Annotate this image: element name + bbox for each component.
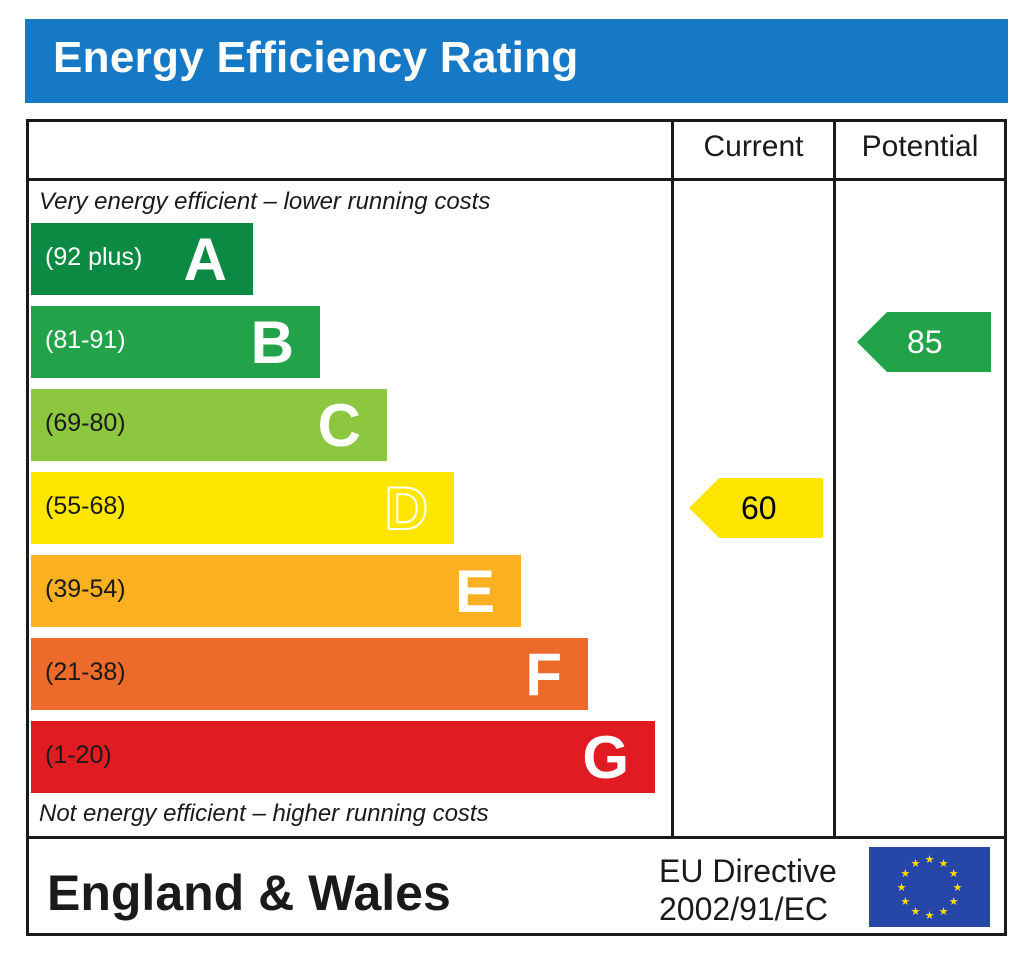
band-a: (92 plus) A: [31, 223, 253, 295]
region-label: England & Wales: [47, 865, 451, 921]
band-range-label: (69-80): [45, 409, 126, 437]
rating-header: Energy Efficiency Rating: [25, 19, 1008, 103]
current-arrow-shape: [689, 478, 823, 538]
eu-star-icon: ★: [925, 854, 935, 866]
eu-directive: EU Directive 2002/91/EC: [659, 852, 837, 928]
eu-star-icon: ★: [949, 868, 959, 880]
inefficient-note: Not energy efficient – higher running co…: [39, 800, 489, 827]
eu-star-icon: ★: [939, 906, 949, 918]
band-letter-label: G: [582, 724, 629, 791]
eu-star-icon: ★: [939, 858, 949, 870]
band-range-label: (21-38): [45, 658, 126, 686]
band-range-label: (1-20): [45, 741, 112, 769]
eu-star-icon: ★: [953, 882, 963, 894]
rating-chart: Current Potential Very energy efficient …: [26, 119, 1007, 936]
eu-stars-icon: ★ ★★★★★★★★★★★: [897, 854, 963, 922]
band-range-label: (81-91): [45, 326, 126, 354]
eu-directive-line2: 2002/91/EC: [659, 891, 829, 927]
band-letter-label: D: [384, 474, 429, 543]
eu-star-icon: ★: [925, 910, 935, 922]
band-c: (69-80) C: [31, 389, 387, 461]
band-f: (21-38) F: [31, 638, 588, 710]
eu-directive-line1: EU Directive: [659, 853, 837, 889]
band-range-label: (55-68): [45, 492, 126, 520]
eu-star-icon: ★: [911, 906, 921, 918]
eu-star-icon: ★: [900, 868, 910, 880]
band-letter-label: B: [250, 309, 294, 376]
band-b: (81-91) B: [31, 306, 320, 378]
potential-rating-arrow: 85: [857, 312, 991, 372]
divider-potential: [833, 122, 836, 836]
band-letter-label: A: [183, 226, 227, 293]
efficient-note: Very energy efficient – lower running co…: [39, 188, 491, 215]
band-d: (55-68) D: [31, 472, 454, 544]
page-title: Energy Efficiency Rating: [53, 33, 579, 82]
eu-star-icon: ★: [949, 896, 959, 908]
eu-flag-icon: ★ ★ ★ ★ ★ ★ ★ ★ ★ ★ ★ ★: [869, 847, 990, 927]
band-range-label: (92 plus): [45, 243, 143, 271]
potential-rating-value: 85: [907, 324, 943, 360]
current-rating-arrow: 60: [689, 478, 823, 538]
current-rating-value: 60: [741, 490, 777, 526]
potential-arrow-shape: [857, 312, 991, 372]
column-header-potential: Potential: [861, 130, 979, 163]
band-range-label: (39-54): [45, 575, 126, 603]
band-letter-label: C: [317, 392, 361, 459]
band-letter-label: F: [525, 641, 562, 708]
eu-star-icon: ★: [900, 896, 910, 908]
divider-footer-row: [29, 836, 1004, 839]
divider-current: [671, 122, 674, 836]
divider-header-row: [29, 178, 1004, 181]
band-g: (1-20) G: [31, 721, 655, 793]
band-e: (39-54) E: [31, 555, 521, 627]
band-letter-label: E: [454, 558, 495, 625]
eu-star-icon: ★: [911, 858, 921, 870]
eu-star-icon: ★: [897, 882, 907, 894]
column-header-current: Current: [703, 130, 804, 163]
